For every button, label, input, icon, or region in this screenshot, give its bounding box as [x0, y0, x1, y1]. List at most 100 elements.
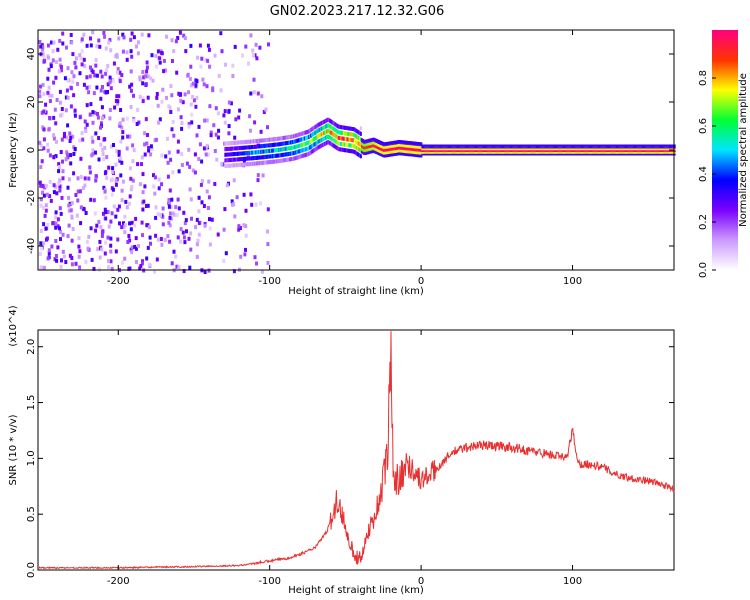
noise-cell [42, 109, 46, 114]
x-tick-label: -200 [107, 576, 130, 587]
ridge-cell [432, 144, 434, 149]
ridge-cell [281, 158, 284, 163]
noise-cell [138, 77, 142, 82]
noise-cell [49, 198, 53, 203]
noise-cell [219, 88, 223, 93]
ridge-cell [280, 147, 283, 152]
noise-cell [135, 44, 138, 49]
noise-cell [52, 115, 56, 120]
ridge-cell [313, 136, 316, 141]
noise-cell [266, 242, 270, 247]
noise-cell [197, 157, 201, 161]
noise-cell [129, 176, 133, 181]
noise-cell [50, 244, 54, 249]
colorbar: 0.00.20.40.60.8 Normalized spectral ampl… [698, 30, 749, 278]
noise-cell [45, 236, 49, 241]
noise-cell [60, 258, 63, 263]
noise-cell [76, 176, 80, 181]
noise-cell [46, 222, 50, 227]
noise-cell [195, 133, 199, 138]
noise-cell [96, 115, 100, 120]
ridge-cell [458, 144, 461, 149]
ridge-cell [333, 144, 336, 149]
ridge-cell [243, 140, 246, 145]
noise-cell [114, 162, 118, 167]
noise-cell [204, 146, 208, 151]
spectrogram-ylabel: Frequency (Hz) [8, 112, 19, 188]
noise-cell [41, 82, 45, 87]
noise-cell [133, 245, 137, 249]
ridge-cell [641, 144, 644, 149]
ridge-cell [389, 149, 392, 154]
noise-cell [108, 75, 112, 80]
noise-cell [101, 85, 104, 89]
y-tick-label: -20 [26, 190, 37, 206]
noise-cell [87, 90, 91, 95]
noise-cell [94, 63, 98, 68]
ridge-cell [376, 150, 379, 155]
ridge-cell [538, 144, 540, 149]
noise-cell [200, 200, 204, 205]
noise-cell [107, 265, 111, 270]
noise-cell [211, 86, 215, 91]
ridge-cell [412, 144, 415, 149]
noise-cell [59, 113, 63, 118]
noise-cell [169, 211, 172, 216]
ridge-cell [257, 144, 260, 149]
x-tick-label: 100 [563, 576, 582, 587]
noise-cell [51, 221, 55, 226]
noise-cell [195, 217, 199, 222]
ridge-cell [248, 150, 251, 155]
ridge-cell [673, 144, 676, 149]
ridge-cell [394, 146, 397, 151]
noise-cell [39, 229, 43, 233]
noise-cell [89, 226, 93, 231]
noise-cell [122, 35, 126, 40]
noise-cell [199, 182, 203, 187]
ridge-cell [235, 163, 238, 168]
ridge-cell [382, 150, 385, 155]
noise-cell [54, 139, 58, 144]
ridge-cell [387, 141, 390, 146]
noise-cell [244, 224, 248, 229]
ridge-cell [371, 140, 374, 145]
noise-cell [83, 64, 87, 68]
ridge-cell [267, 137, 270, 142]
ridge-cell [291, 134, 293, 139]
noise-cell [206, 58, 210, 63]
noise-cell [91, 110, 95, 115]
noise-cell [123, 256, 127, 261]
noise-cell [59, 100, 62, 105]
noise-cell [140, 155, 144, 160]
ridge-cell [339, 147, 342, 152]
ridge-cell [320, 132, 323, 137]
ridge-cell [297, 138, 300, 143]
ridge-cell [326, 135, 328, 139]
ridge-cell [361, 138, 363, 143]
noise-cell [186, 72, 190, 77]
noise-cell [128, 194, 132, 199]
noise-cell [40, 159, 44, 164]
ridge-cell [400, 148, 403, 153]
ridge-cell [281, 147, 284, 152]
ridge-cell [402, 151, 405, 156]
noise-cell [146, 74, 150, 79]
noise-cell [175, 213, 179, 218]
noise-cell [123, 230, 127, 235]
noise-cell [170, 38, 174, 43]
ridge-cell [414, 144, 416, 149]
noise-cell [166, 174, 170, 179]
noise-cell [207, 195, 211, 200]
ridge-cell [465, 144, 468, 149]
ridge-cell [233, 146, 236, 151]
noise-cell [155, 64, 159, 69]
figure-title: GN02.2023.217.12.32.G06 [270, 4, 445, 19]
ridge-cell [414, 152, 416, 157]
noise-cell [87, 234, 91, 239]
noise-cell [58, 226, 61, 231]
noise-cell [156, 103, 160, 108]
ridge-cell [344, 137, 346, 141]
noise-cell [61, 176, 65, 181]
noise-cell [54, 75, 58, 80]
noise-cell [64, 157, 68, 162]
